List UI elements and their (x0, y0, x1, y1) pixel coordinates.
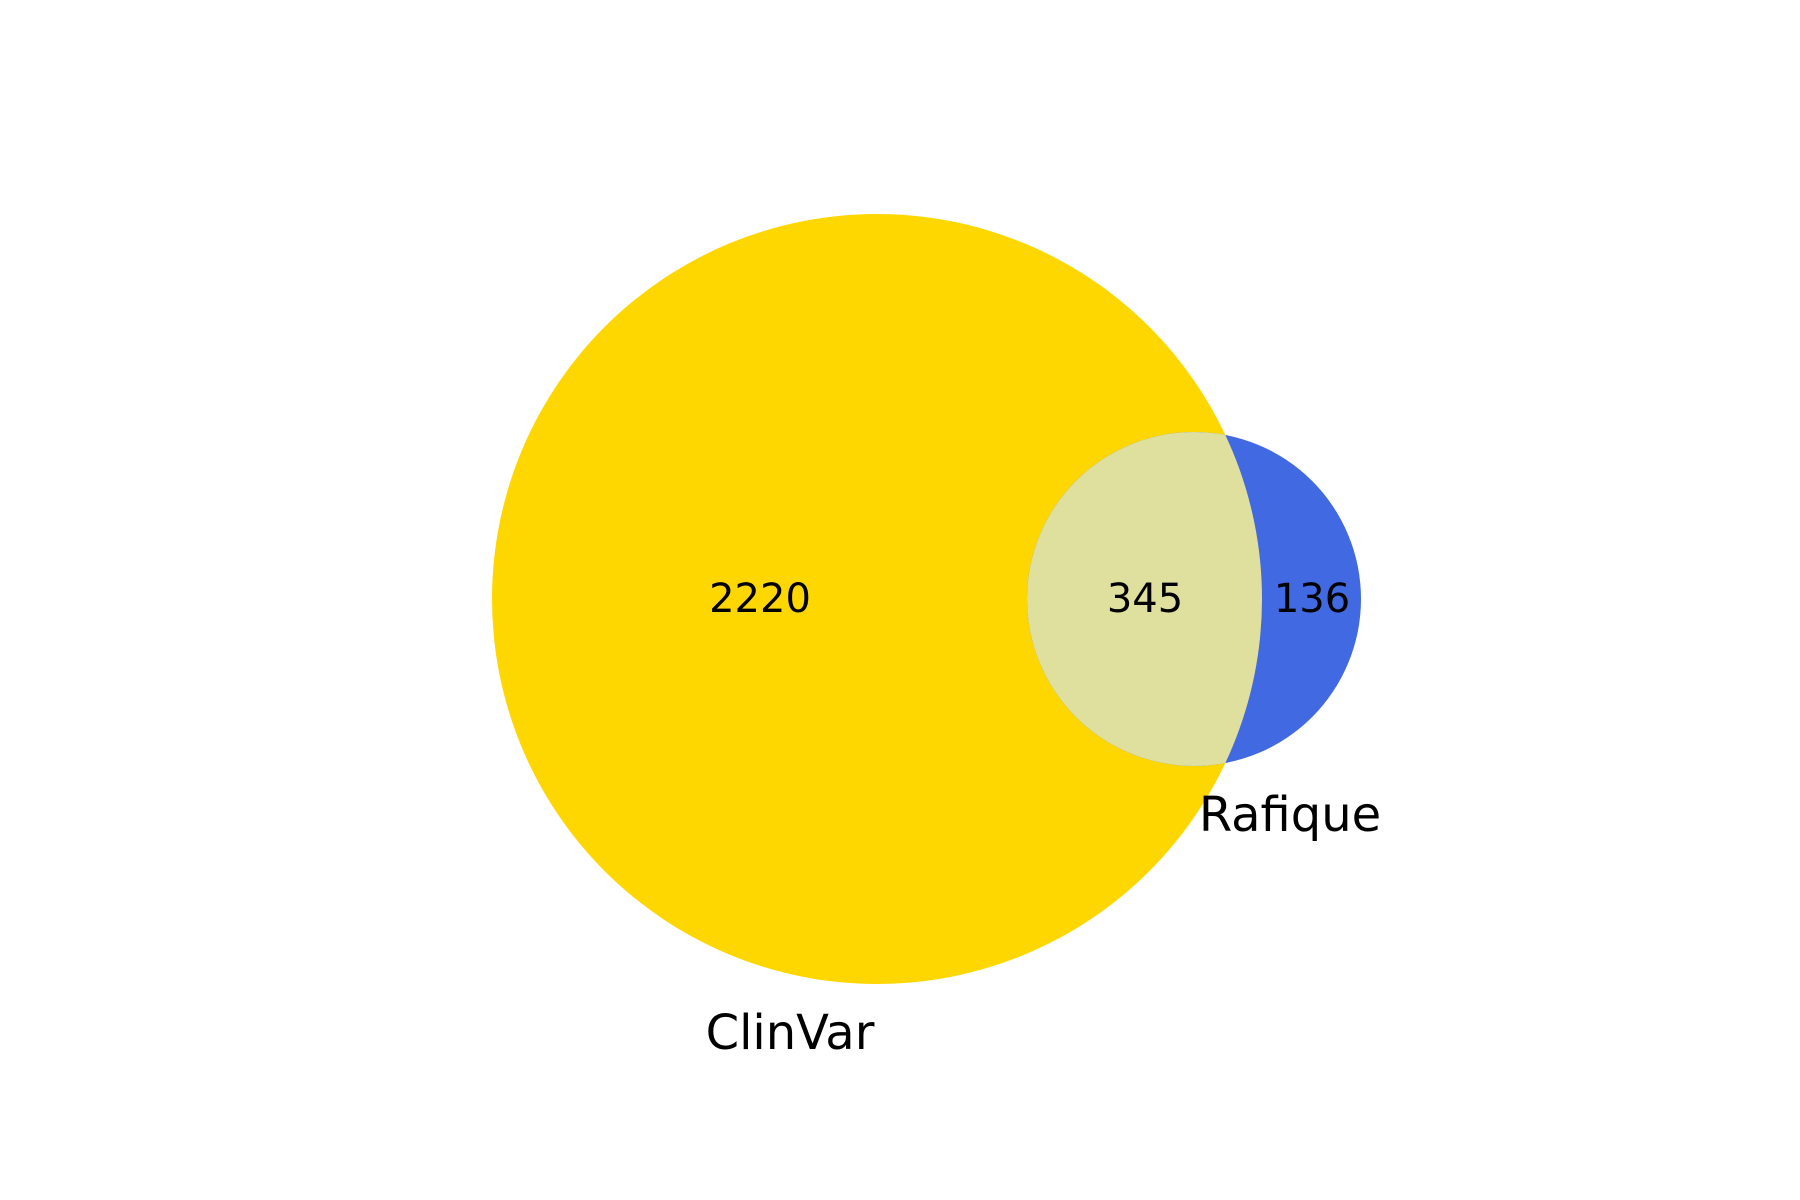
clinvar-only-count: 2220 (709, 576, 811, 622)
overlap-count: 345 (1107, 576, 1183, 622)
overlap-region (1027, 432, 1262, 766)
clinvar-circle (492, 214, 1262, 984)
clinvar-set-label: ClinVar (706, 1005, 875, 1061)
rafique-set-label: Rafique (1199, 787, 1381, 843)
rafique-only-count: 136 (1274, 576, 1350, 622)
